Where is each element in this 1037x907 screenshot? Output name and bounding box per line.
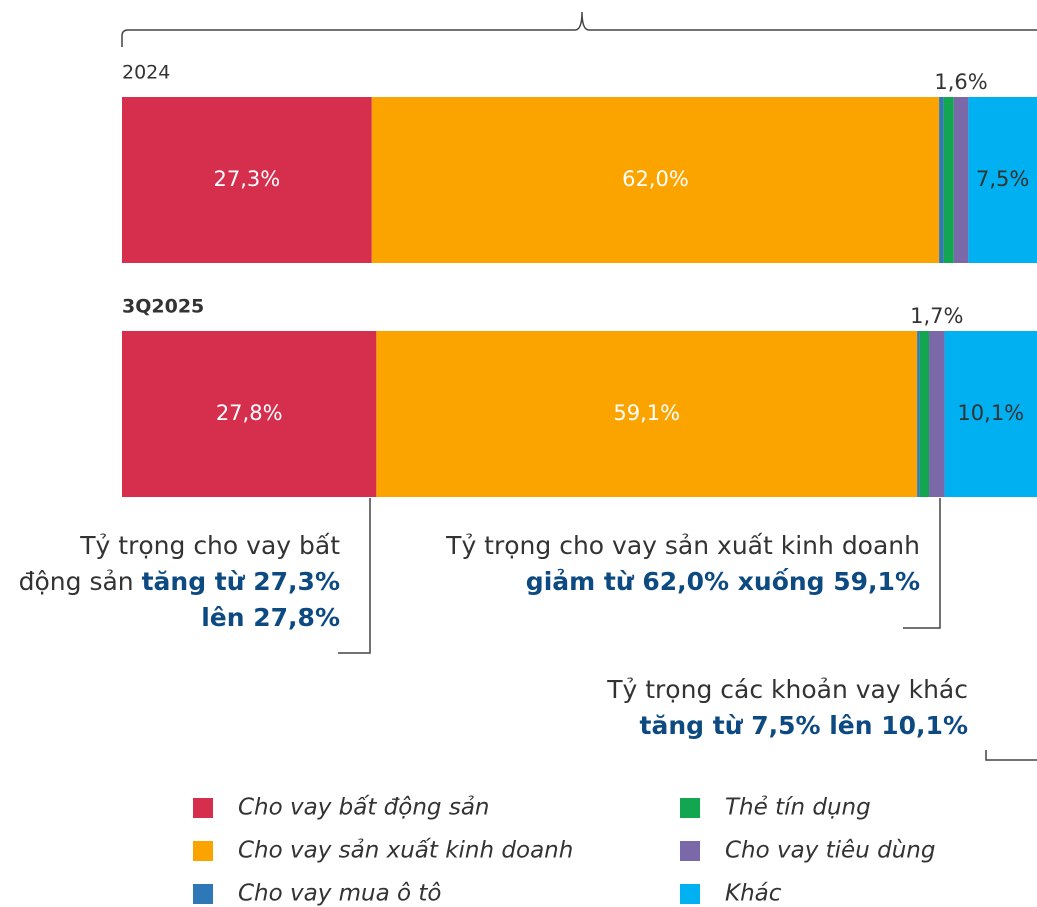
annotation-highlight: giảm từ 62,0% xuống 59,1%	[525, 567, 920, 596]
annotation-text: Tỷ trọng cho vay sản xuất kinh doanh	[446, 531, 920, 560]
bar-segment	[122, 97, 372, 263]
value-label: 1,6%	[934, 70, 987, 94]
legend-swatch	[193, 841, 213, 861]
bar-segment	[122, 331, 377, 497]
legend-label: Khác	[725, 881, 782, 907]
value-label: 62,0%	[622, 167, 689, 191]
value-label: 1,7%	[910, 304, 963, 328]
bar-segment	[939, 97, 944, 263]
bar-segment	[929, 331, 945, 497]
legend-swatch	[680, 884, 700, 904]
legend-label: Cho vay bất động sản	[238, 795, 489, 821]
value-label: 59,1%	[613, 401, 680, 425]
legend-swatch	[680, 841, 700, 861]
legend-label: Cho vay mua ô tô	[238, 881, 442, 907]
annotation-text: Tỷ trọng các khoản vay khác	[607, 675, 968, 704]
value-label: 10,1%	[957, 401, 1024, 425]
annotation: Tỷ trọng cho vay sản xuất kinh doanh giảm…	[380, 528, 920, 600]
annotation-text: Tỷ trọng cho vay bất động sản	[18, 531, 340, 596]
legend-label: Cho vay tiêu dùng	[725, 838, 935, 864]
legend-label: Thẻ tín dụng	[725, 795, 871, 821]
bar-segment	[968, 97, 1037, 263]
bracket	[121, 11, 1037, 47]
bar-segment	[943, 97, 954, 263]
value-label: 27,3%	[214, 167, 281, 191]
value-label: 27,8%	[216, 401, 283, 425]
connector	[338, 498, 371, 654]
legend-swatch	[680, 798, 700, 818]
category-label: 2024	[122, 62, 170, 84]
annotation: Tỷ trọng cho vay bất động sản tăng từ 27…	[10, 528, 340, 636]
bar-segment	[944, 331, 1037, 497]
category-label: 3Q2025	[122, 296, 204, 318]
value-label: 7,5%	[976, 167, 1029, 191]
legend-swatch	[193, 884, 213, 904]
legend-label: Cho vay sản xuất kinh doanh	[238, 838, 573, 864]
bar-segment	[953, 97, 969, 263]
bar-segment	[919, 331, 930, 497]
bar-segment	[917, 331, 920, 497]
connector	[903, 498, 941, 629]
bar-segment	[371, 97, 940, 263]
annotation: Tỷ trọng các khoản vay khác tăng từ 7,5% …	[500, 672, 968, 744]
connector	[985, 750, 1037, 761]
annotation-highlight: tăng từ 7,5% lên 10,1%	[639, 711, 968, 740]
legend-swatch	[193, 798, 213, 818]
annotation-highlight: tăng từ 27,3% lên 27,8%	[141, 567, 340, 632]
bar-segment	[376, 331, 918, 497]
